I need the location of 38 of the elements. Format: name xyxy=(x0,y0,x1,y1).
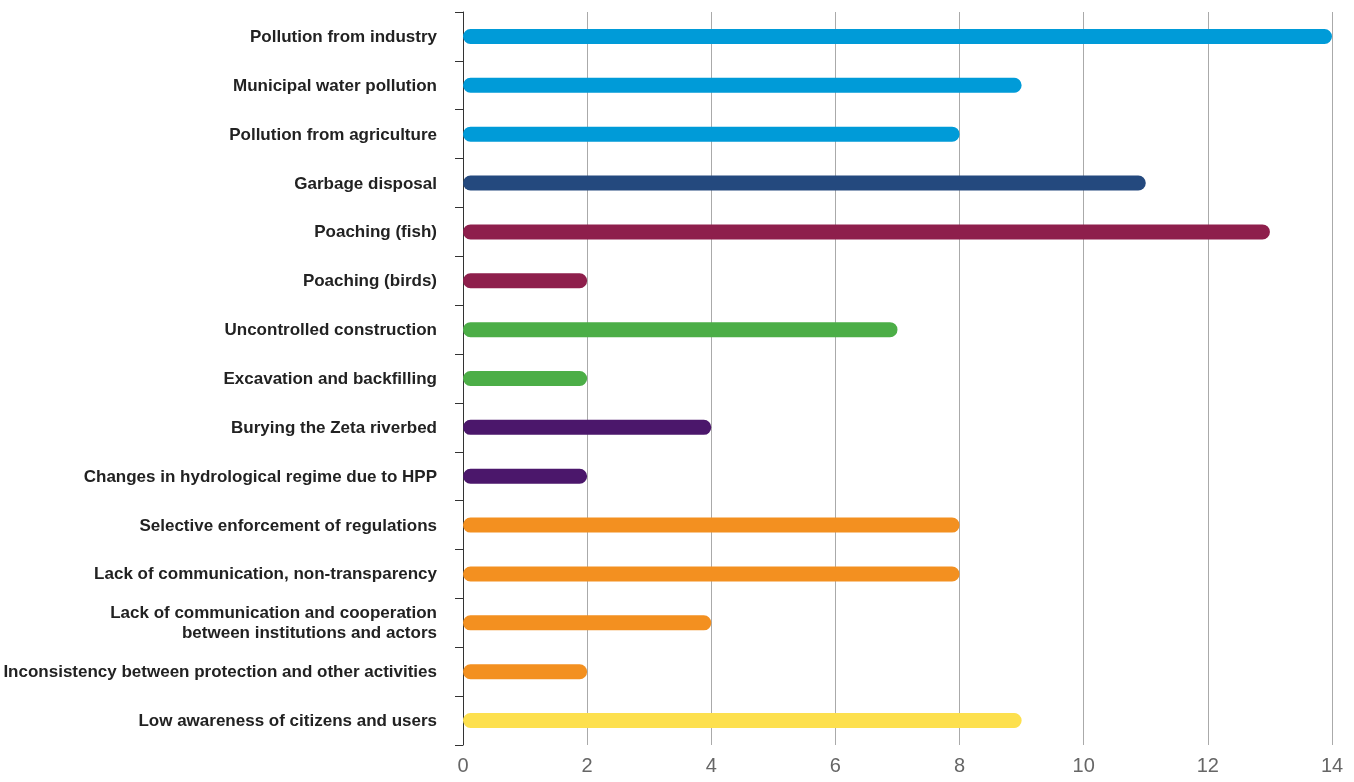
bar xyxy=(463,224,1270,240)
bar xyxy=(463,322,898,338)
y-tick-label: Garbage disposal xyxy=(294,173,437,193)
x-tick-label: 8 xyxy=(954,754,966,776)
bar xyxy=(463,517,960,533)
bar xyxy=(463,28,1332,44)
y-tick-label: Uncontrolled construction xyxy=(224,320,437,340)
y-tick-label: Poaching (birds) xyxy=(302,271,437,291)
y-tick-label: Burying the Zeta riverbed xyxy=(231,417,437,437)
bar xyxy=(463,77,1022,93)
y-tick-label: Changes in hydrological regime due to HPP xyxy=(83,466,437,486)
y-tick-label: Municipal water pollution xyxy=(233,75,437,95)
bar xyxy=(463,273,588,289)
bar xyxy=(463,419,712,435)
y-tick-label: Pollution from industry xyxy=(250,26,438,46)
x-tick-label: 4 xyxy=(705,754,717,776)
x-tick-label: 2 xyxy=(581,754,593,776)
bar xyxy=(463,713,1022,729)
x-tick-label: 6 xyxy=(829,754,841,776)
bar xyxy=(463,175,1146,191)
y-tick-label: Lack of communication, non-transparency xyxy=(94,564,438,584)
bar xyxy=(463,664,588,680)
x-tick-label: 10 xyxy=(1072,754,1095,776)
x-tick-label: 0 xyxy=(457,754,469,776)
bar xyxy=(463,126,960,142)
y-tick-label: Inconsistency between protection and other activities xyxy=(3,662,437,682)
bar xyxy=(463,566,960,582)
y-tick-label: Pollution from agriculture xyxy=(229,124,437,144)
x-tick-label: 12 xyxy=(1196,754,1219,776)
y-tick-label: Low awareness of citizens and users xyxy=(138,711,437,731)
y-tick-label: Lack of communication and cooperation between institutions and actors xyxy=(110,603,437,643)
bar xyxy=(463,371,588,386)
bar xyxy=(463,468,588,484)
bar xyxy=(463,615,712,631)
x-tick-label: 14 xyxy=(1320,754,1344,776)
y-tick-label: Excavation and backfilling xyxy=(223,369,437,388)
y-tick-label: Poaching (fish) xyxy=(314,222,437,242)
y-tick-label: Selective enforcement of regulations xyxy=(139,515,437,535)
